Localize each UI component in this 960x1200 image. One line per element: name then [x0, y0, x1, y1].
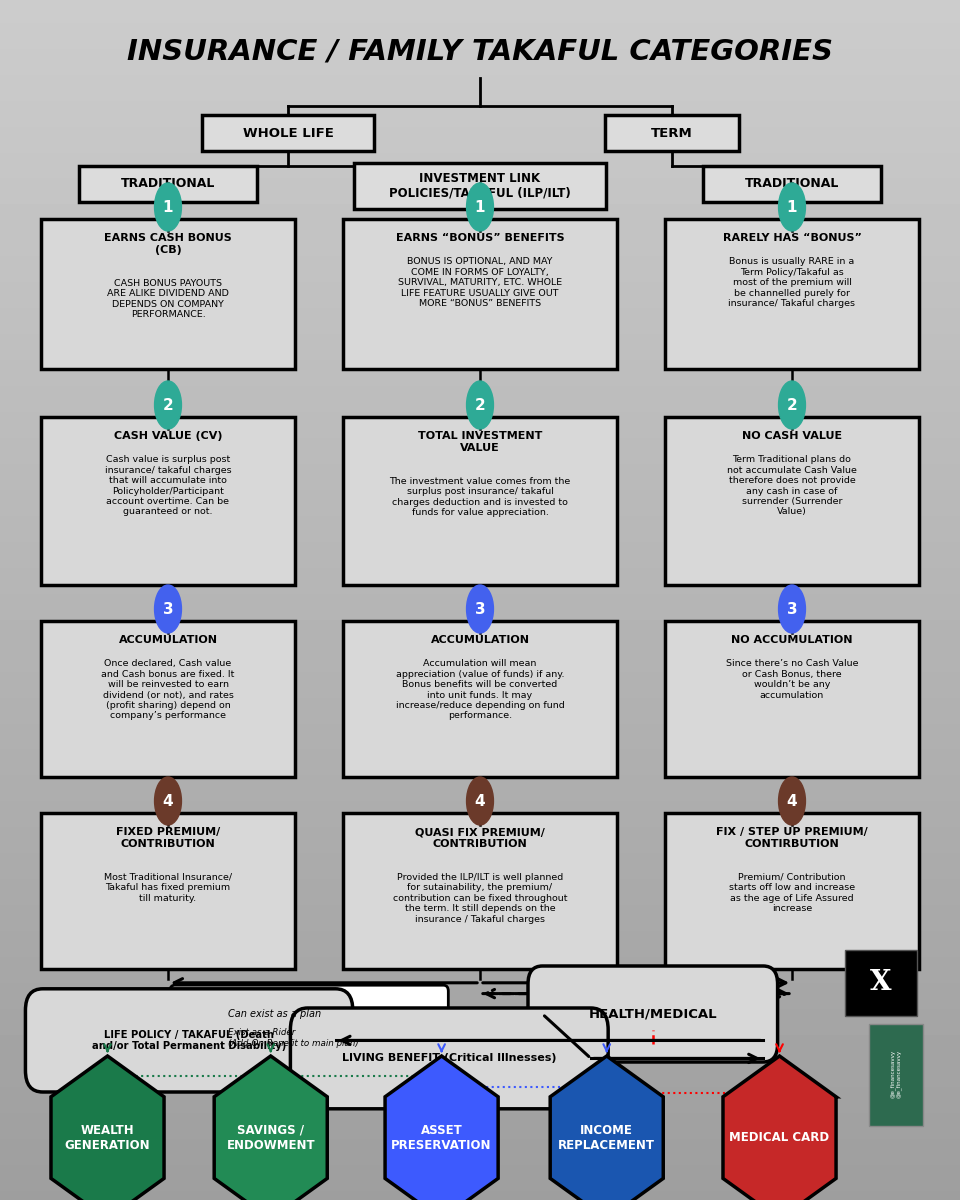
Bar [79, 166, 256, 202]
Polygon shape [214, 1056, 327, 1200]
Text: ACCUMULATION: ACCUMULATION [430, 636, 530, 646]
Text: 3: 3 [162, 601, 174, 617]
Text: CASH BONUS PAYOUTS
ARE ALIKE DIVIDEND AND
DEPENDS ON COMPANY
PERFORMANCE.: CASH BONUS PAYOUTS ARE ALIKE DIVIDEND AN… [108, 278, 228, 319]
Text: Bonus is usually RARE in a
Term Policy/Takaful as
most of the premium will
be ch: Bonus is usually RARE in a Term Policy/T… [729, 257, 855, 308]
Polygon shape [550, 1056, 663, 1200]
Text: LIFE POLICY / TAKAFUL (Death
and/or Total Permanent Disability): LIFE POLICY / TAKAFUL (Death and/or Tota… [92, 1030, 286, 1051]
Text: MEDICAL CARD: MEDICAL CARD [730, 1132, 829, 1144]
Text: 1: 1 [163, 199, 173, 215]
Ellipse shape [155, 584, 181, 634]
Bar [40, 416, 296, 584]
Text: EARNS “BONUS” BENEFITS: EARNS “BONUS” BENEFITS [396, 233, 564, 244]
Bar [664, 814, 919, 970]
Ellipse shape [779, 584, 805, 634]
Text: 2: 2 [162, 397, 174, 413]
Bar [40, 622, 296, 778]
Text: 1: 1 [787, 199, 797, 215]
Text: NO ACCUMULATION: NO ACCUMULATION [732, 636, 852, 646]
Text: @e_financesavvy
@e_financesavvy: @e_financesavvy @e_financesavvy [890, 1050, 901, 1098]
FancyBboxPatch shape [170, 985, 448, 1067]
Text: SAVINGS /
ENDOWMENT: SAVINGS / ENDOWMENT [227, 1123, 315, 1152]
Bar [344, 416, 617, 584]
Text: WEALTH
GENERATION: WEALTH GENERATION [64, 1123, 151, 1152]
Text: 3: 3 [786, 601, 798, 617]
Bar [664, 218, 919, 370]
Text: TOTAL INVESTMENT
VALUE: TOTAL INVESTMENT VALUE [418, 432, 542, 454]
Bar [703, 166, 881, 202]
Ellipse shape [779, 382, 805, 428]
Ellipse shape [779, 778, 805, 826]
Ellipse shape [779, 182, 805, 230]
Text: 3: 3 [474, 601, 486, 617]
Ellipse shape [155, 382, 181, 428]
Text: Provided the ILP/ILT is well planned
for sutainability, the premium/
contributio: Provided the ILP/ILT is well planned for… [393, 874, 567, 924]
Text: Most Traditional Insurance/
Takaful has fixed premium
till maturity.: Most Traditional Insurance/ Takaful has … [104, 874, 232, 902]
FancyBboxPatch shape [26, 989, 353, 1092]
Text: 4: 4 [162, 793, 174, 809]
Bar [344, 622, 617, 778]
Text: WHOLE LIFE: WHOLE LIFE [243, 127, 333, 139]
Bar [869, 1024, 923, 1126]
Text: INVESTMENT LINK
POLICIES/TAKAFUL (ILP/ILT): INVESTMENT LINK POLICIES/TAKAFUL (ILP/IL… [389, 172, 571, 200]
Bar [845, 950, 917, 1016]
Text: RARELY HAS “BONUS”: RARELY HAS “BONUS” [723, 233, 861, 244]
Ellipse shape [467, 584, 493, 634]
Ellipse shape [155, 778, 181, 826]
Text: 4: 4 [474, 793, 486, 809]
Text: Term Traditional plans do
not accumulate Cash Value
therefore does not provide
a: Term Traditional plans do not accumulate… [727, 456, 857, 516]
Text: Accumulation will mean
appreciation (value of funds) if any.
Bonus benefits will: Accumulation will mean appreciation (val… [396, 660, 564, 720]
Text: Cash value is surplus post
insurance/ takaful charges
that will accumulate into
: Cash value is surplus post insurance/ ta… [105, 456, 231, 516]
Text: TERM: TERM [651, 127, 693, 139]
Text: 4: 4 [786, 793, 798, 809]
Ellipse shape [467, 778, 493, 826]
Bar [344, 814, 617, 970]
Text: CASH VALUE (CV): CASH VALUE (CV) [113, 432, 223, 442]
Text: BONUS IS OPTIONAL, AND MAY
COME IN FORMS OF LOYALTY,
SURVIVAL, MATURITY, ETC. WH: BONUS IS OPTIONAL, AND MAY COME IN FORMS… [398, 257, 562, 308]
Bar [344, 218, 617, 370]
Text: QUASI FIX PREMIUM/
CONTRIBUTION: QUASI FIX PREMIUM/ CONTRIBUTION [415, 828, 545, 850]
Ellipse shape [467, 182, 493, 230]
Bar [664, 416, 919, 584]
Text: ACCUMULATION: ACCUMULATION [118, 636, 218, 646]
Text: The investment value comes from the
surplus post insurance/ takaful
charges dedu: The investment value comes from the surp… [390, 478, 570, 517]
FancyBboxPatch shape [290, 1008, 609, 1109]
Polygon shape [385, 1056, 498, 1200]
Bar [40, 814, 296, 970]
Text: 2: 2 [786, 397, 798, 413]
Bar [354, 163, 606, 209]
Text: ASSET
PRESERVATION: ASSET PRESERVATION [392, 1123, 492, 1152]
Text: TRADITIONAL: TRADITIONAL [121, 178, 215, 190]
Bar [664, 622, 919, 778]
Ellipse shape [467, 382, 493, 428]
Text: INCOME
REPLACEMENT: INCOME REPLACEMENT [558, 1123, 656, 1152]
Bar [40, 218, 296, 370]
Text: X: X [870, 970, 891, 996]
Text: NO CASH VALUE: NO CASH VALUE [742, 432, 842, 442]
Text: LIVING BENEFIT (Critical Illnesses): LIVING BENEFIT (Critical Illnesses) [342, 1054, 557, 1063]
Text: INSURANCE / FAMILY TAKAFUL CATEGORIES: INSURANCE / FAMILY TAKAFUL CATEGORIES [127, 37, 833, 66]
Bar [605, 115, 739, 151]
Polygon shape [723, 1056, 836, 1200]
Text: TRADITIONAL: TRADITIONAL [745, 178, 839, 190]
Text: Premium/ Contribution
starts off low and increase
as the age of Life Assured
inc: Premium/ Contribution starts off low and… [729, 874, 855, 913]
Text: 1: 1 [475, 199, 485, 215]
Text: HEALTH/MEDICAL: HEALTH/MEDICAL [588, 1008, 717, 1020]
Text: Can exist as a plan: Can exist as a plan [228, 1009, 321, 1019]
Bar [202, 115, 374, 151]
Text: Once declared, Cash value
and Cash bonus are fixed. It
will be reinvested to ear: Once declared, Cash value and Cash bonus… [102, 660, 234, 720]
Text: Exist as a Rider
(Add-On Benefit to main plan): Exist as a Rider (Add-On Benefit to main… [228, 1028, 358, 1048]
Ellipse shape [155, 182, 181, 230]
Polygon shape [51, 1056, 164, 1200]
Text: FIXED PREMIUM/
CONTRIBUTION: FIXED PREMIUM/ CONTRIBUTION [116, 828, 220, 850]
Text: FIX / STEP UP PREMIUM/
CONTIRBUTION: FIX / STEP UP PREMIUM/ CONTIRBUTION [716, 828, 868, 850]
Text: 2: 2 [474, 397, 486, 413]
Text: EARNS CASH BONUS
(CB): EARNS CASH BONUS (CB) [104, 233, 232, 254]
Text: Since there’s no Cash Value
or Cash Bonus, there
wouldn’t be any
accumulation: Since there’s no Cash Value or Cash Bonu… [726, 660, 858, 700]
FancyBboxPatch shape [528, 966, 778, 1062]
